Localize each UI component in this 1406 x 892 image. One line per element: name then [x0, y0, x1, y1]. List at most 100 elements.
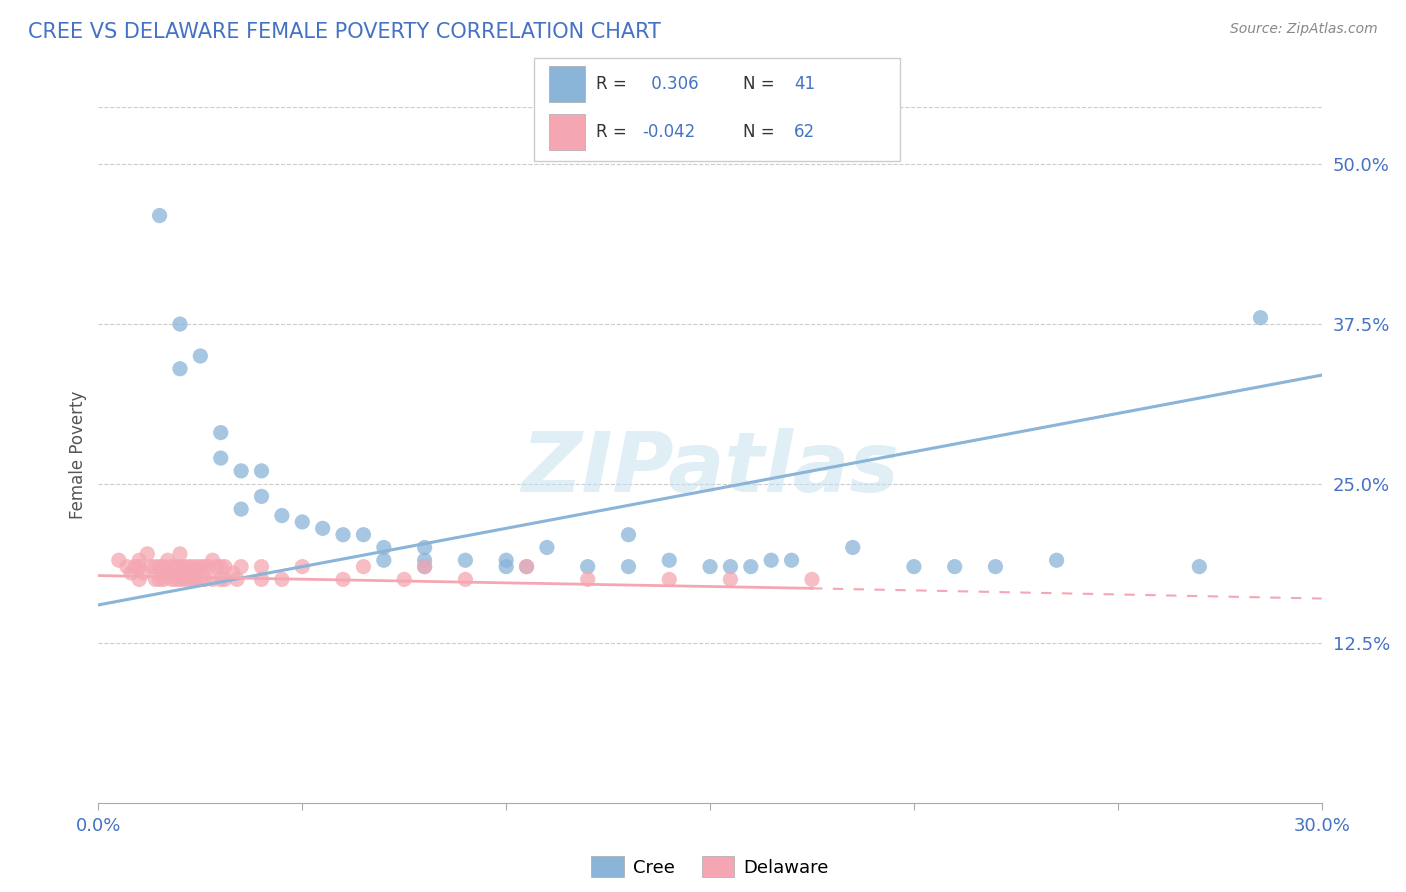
Point: [617, 527, 640, 541]
Point: [165, 559, 187, 574]
Point: [177, 559, 200, 574]
Bar: [548, 66, 585, 102]
Text: R =: R =: [596, 123, 633, 141]
Point: [718, 573, 742, 587]
Point: [193, 559, 215, 574]
Point: [332, 573, 354, 587]
Point: [181, 573, 204, 587]
Point: [373, 541, 395, 555]
Point: [352, 559, 374, 574]
Point: [536, 541, 558, 555]
Point: [222, 566, 245, 580]
Point: [149, 209, 172, 223]
Text: ZIPatlas: ZIPatlas: [522, 428, 898, 509]
Point: [761, 553, 783, 567]
Point: [576, 573, 599, 587]
Point: [291, 559, 314, 574]
Point: [201, 573, 224, 587]
Text: R =: R =: [596, 75, 633, 93]
Point: [250, 490, 273, 504]
Point: [699, 559, 721, 574]
Point: [209, 559, 232, 574]
Point: [145, 559, 167, 574]
Point: [413, 541, 436, 555]
Point: [209, 451, 232, 466]
Point: [801, 573, 824, 587]
Point: [169, 317, 191, 331]
Point: [903, 559, 925, 574]
Point: [169, 547, 191, 561]
Point: [149, 559, 172, 574]
Point: [165, 573, 187, 587]
Point: [312, 521, 335, 535]
Point: [231, 502, 253, 516]
Text: 41: 41: [794, 75, 815, 93]
Point: [173, 573, 195, 587]
Point: [115, 559, 138, 574]
Point: [658, 573, 681, 587]
Point: [193, 573, 215, 587]
Point: [231, 464, 253, 478]
Point: [740, 559, 762, 574]
Point: [943, 559, 966, 574]
Point: [186, 559, 208, 574]
Point: [205, 559, 228, 574]
Point: [250, 559, 273, 574]
Point: [214, 559, 236, 574]
Point: [128, 573, 150, 587]
Point: [454, 553, 477, 567]
Point: [156, 553, 179, 567]
Point: [718, 559, 742, 574]
Point: [495, 559, 517, 574]
Point: [352, 527, 374, 541]
Point: [181, 559, 204, 574]
Text: -0.042: -0.042: [643, 123, 696, 141]
Point: [177, 573, 200, 587]
Bar: [548, 114, 585, 150]
Point: [841, 541, 863, 555]
Point: [214, 573, 236, 587]
Y-axis label: Female Poverty: Female Poverty: [69, 391, 87, 519]
Point: [226, 573, 249, 587]
Point: [156, 566, 179, 580]
Point: [149, 573, 172, 587]
Point: [413, 559, 436, 574]
Point: [128, 553, 150, 567]
Point: [197, 559, 219, 574]
Point: [658, 553, 681, 567]
Point: [108, 553, 131, 567]
Point: [145, 573, 167, 587]
Point: [188, 349, 212, 363]
Point: [373, 553, 395, 567]
Point: [617, 559, 640, 574]
Point: [160, 559, 183, 574]
Text: 62: 62: [794, 123, 815, 141]
Text: N =: N =: [742, 123, 779, 141]
Point: [270, 508, 294, 523]
Point: [495, 553, 517, 567]
Point: [1188, 559, 1211, 574]
Point: [250, 573, 273, 587]
Point: [124, 559, 146, 574]
Point: [201, 553, 224, 567]
Point: [169, 559, 191, 574]
Point: [186, 573, 208, 587]
Point: [152, 559, 174, 574]
Point: [173, 559, 195, 574]
Point: [1249, 310, 1271, 325]
Point: [413, 559, 436, 574]
Point: [332, 527, 354, 541]
Point: [132, 566, 155, 580]
Text: Source: ZipAtlas.com: Source: ZipAtlas.com: [1230, 22, 1378, 37]
Point: [209, 425, 232, 440]
Point: [120, 566, 142, 580]
Point: [291, 515, 314, 529]
Point: [780, 553, 803, 567]
Point: [250, 464, 273, 478]
Point: [984, 559, 1007, 574]
Point: [454, 573, 477, 587]
Point: [188, 559, 212, 574]
Point: [516, 559, 538, 574]
Point: [231, 559, 253, 574]
Point: [270, 573, 294, 587]
